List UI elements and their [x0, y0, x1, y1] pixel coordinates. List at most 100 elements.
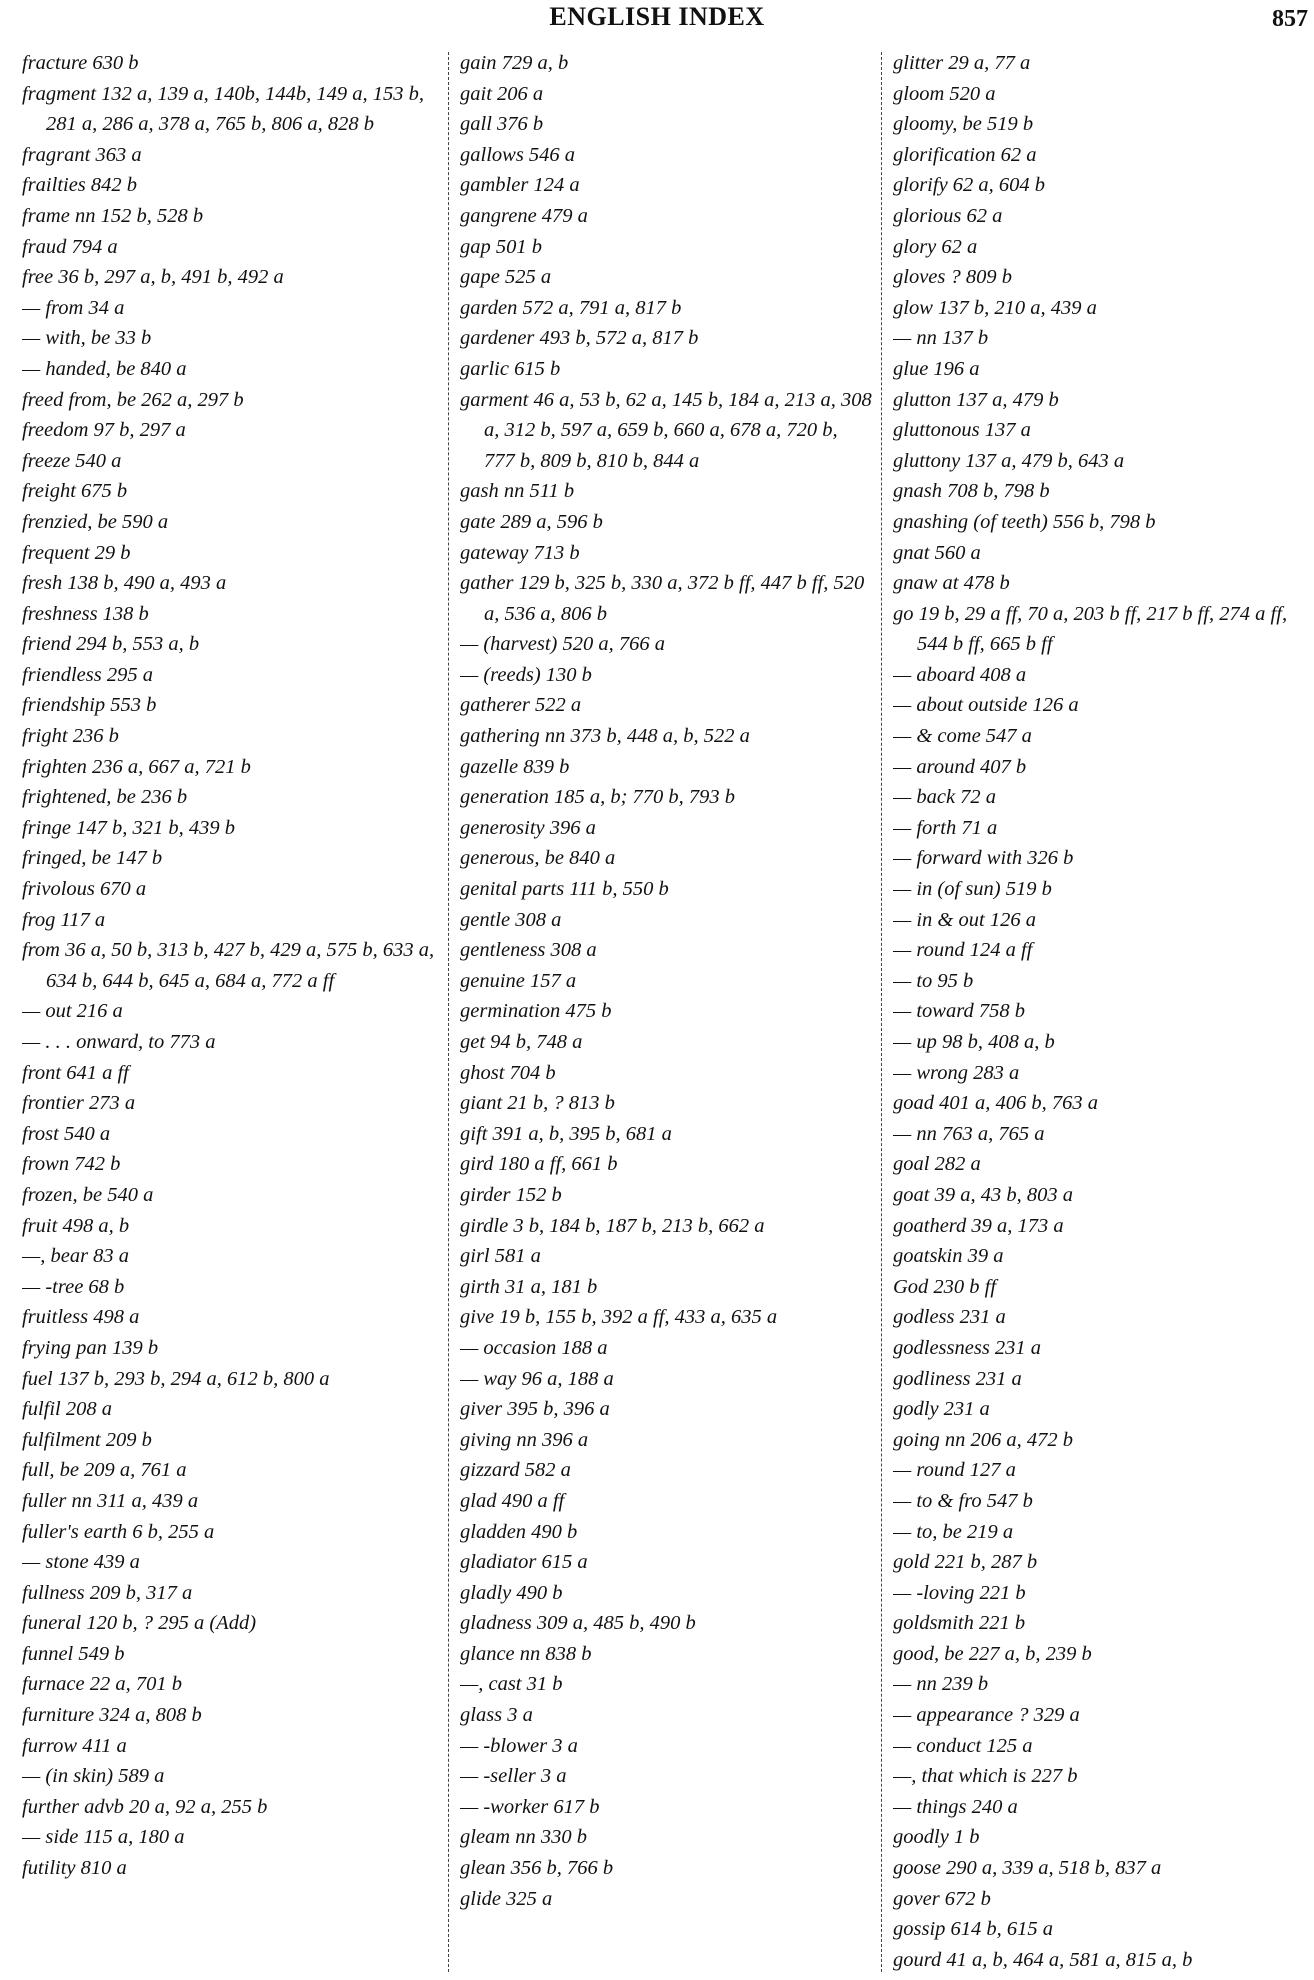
index-entry: freeze 540 a	[22, 449, 122, 472]
index-entry: — from 34 a	[22, 296, 125, 319]
column-divider	[448, 52, 449, 1972]
index-entry: giant 21 b, ? 813 b	[460, 1092, 615, 1115]
index-entry: frighten 236 a, 667 a, 721 b	[22, 755, 251, 778]
index-entry: — nn 763 a, 765 a	[893, 1122, 1045, 1145]
index-entry: freshness 138 b	[22, 602, 149, 625]
index-entry: — up 98 b, 408 a, b	[893, 1031, 1055, 1053]
index-entry: — -tree 68 b	[22, 1275, 125, 1298]
index-entry: fresh 138 b, 490 a, 493 a	[22, 572, 227, 595]
index-entry: frog 117 a	[22, 908, 106, 931]
index-entry: fracture 630 b	[22, 52, 139, 74]
index-entry: — (harvest) 520 a, 766 a	[460, 633, 665, 656]
index-entry: — toward 758 b	[893, 1000, 1025, 1023]
index-entry: gatherer 522 a	[460, 694, 582, 717]
index-entry: fruit 498 a, b	[22, 1214, 130, 1237]
index-entry: —, that which is 227 b	[893, 1765, 1078, 1788]
index-entry: ghost 704 b	[460, 1061, 556, 1084]
index-entry: gall 376 b	[460, 113, 544, 136]
index-entry: — wrong 283 a	[893, 1061, 1020, 1084]
index-entry: — in & out 126 a	[893, 908, 1036, 931]
index-entry: good, be 227 a, b, 239 b	[893, 1642, 1092, 1665]
index-entry: — conduct 125 a	[893, 1734, 1033, 1757]
index-entry: fringed, be 147 b	[22, 847, 163, 870]
index-entry: — nn 239 b	[893, 1673, 989, 1696]
index-entry: fuller nn 311 a, 439 a	[22, 1489, 199, 1512]
index-entry: gift 391 a, b, 395 b, 681 a	[460, 1122, 672, 1145]
index-entry: gloom 520 a	[893, 82, 996, 105]
index-entry: fright 236 b	[22, 725, 119, 748]
index-entry: — -loving 221 b	[893, 1581, 1026, 1604]
index-entry: gloves ? 809 b	[893, 266, 1012, 289]
index-entry: glorious 62 a	[893, 204, 1003, 227]
index-entry: gleam nn 330 b	[460, 1826, 587, 1849]
index-entry: gnashing (of teeth) 556 b, 798 b	[893, 510, 1156, 533]
index-entry: giver 395 b, 396 a	[460, 1398, 610, 1421]
index-entry: gluttonous 137 a	[893, 419, 1031, 442]
index-entry: godless 231 a	[893, 1306, 1006, 1329]
index-entry: — -seller 3 a	[460, 1765, 567, 1788]
index-entry: — . . . onward, to 773 a	[22, 1031, 216, 1053]
index-entry: goodly 1 b	[893, 1826, 980, 1849]
index-entry: frequent 29 b	[22, 541, 131, 564]
index-entry: — appearance ? 329 a	[893, 1704, 1080, 1727]
index-entry: glorification 62 a	[893, 143, 1037, 166]
index-entry: frost 540 a	[22, 1122, 111, 1145]
index-entry: gash nn 511 b	[460, 480, 575, 503]
index-entry: —, cast 31 b	[460, 1673, 563, 1696]
index-entry: goal 282 a	[893, 1153, 981, 1176]
index-entry: glutton 137 a, 479 b	[893, 388, 1059, 411]
index-entry: garlic 615 b	[460, 357, 561, 380]
index-entry: glass 3 a	[460, 1704, 533, 1727]
index-entry: — stone 439 a	[22, 1551, 140, 1574]
page-title: ENGLISH INDEX	[549, 2, 765, 31]
index-entry: gateway 713 b	[460, 541, 580, 564]
index-entry: goatskin 39 a	[893, 1245, 1004, 1268]
index-entry: — forward with 326 b	[893, 847, 1074, 870]
index-entry: — out 216 a	[22, 1000, 123, 1023]
index-entry: garment 46 a, 53 b, 62 a, 145 b, 184 a, …	[460, 388, 872, 472]
index-entry: gambler 124 a	[460, 174, 580, 197]
index-entry: glance nn 838 b	[460, 1642, 592, 1665]
index-entry: — & come 547 a	[893, 725, 1032, 748]
index-entry: frailties 842 b	[22, 174, 138, 197]
index-entry: gourd 41 a, b, 464 a, 581 a, 815 a, b	[893, 1948, 1193, 1971]
index-entry: glean 356 b, 766 b	[460, 1857, 614, 1880]
index-entry: gentleness 308 a	[460, 939, 597, 962]
index-entry: — to 95 b	[893, 969, 974, 992]
index-entry: generation 185 a, b; 770 b, 793 b	[460, 786, 736, 809]
index-entry: goad 401 a, 406 b, 763 a	[893, 1092, 1098, 1115]
index-entry: gold 221 b, 287 b	[893, 1551, 1038, 1574]
index-entry: going nn 206 a, 472 b	[893, 1428, 1073, 1451]
index-entry: germination 475 b	[460, 1000, 612, 1023]
index-entry: freight 675 b	[22, 480, 128, 503]
index-entry: fuel 137 b, 293 b, 294 a, 612 b, 800 a	[22, 1367, 330, 1390]
index-entry: frame nn 152 b, 528 b	[22, 204, 204, 227]
index-entry: goose 290 a, 339 a, 518 b, 837 a	[893, 1857, 1162, 1880]
index-column-1: fracture 630 b fragment 132 a, 139 a, 140…	[22, 48, 438, 1976]
index-entry: gird 180 a ff, 661 b	[460, 1153, 618, 1176]
index-entry: gape 525 a	[460, 266, 552, 289]
index-entry: gentle 308 a	[460, 908, 562, 931]
index-entry: futility 810 a	[22, 1857, 127, 1880]
index-entry: gain 729 a, b	[460, 52, 569, 74]
index-entry: gizzard 582 a	[460, 1459, 571, 1482]
index-entry: generosity 396 a	[460, 816, 596, 839]
index-entry: — way 96 a, 188 a	[460, 1367, 614, 1390]
index-entry: furnace 22 a, 701 b	[22, 1673, 182, 1696]
index-entry: fringe 147 b, 321 b, 439 b	[22, 816, 235, 839]
index-entry: frightened, be 236 b	[22, 786, 188, 809]
index-entry: girth 31 a, 181 b	[460, 1275, 598, 1298]
index-entry: girder 152 b	[460, 1183, 562, 1206]
index-entry: — forth 71 a	[893, 816, 998, 839]
index-entry: gnat 560 a	[893, 541, 981, 564]
index-entry: — things 240 a	[893, 1795, 1018, 1818]
index-entry: gazelle 839 b	[460, 755, 570, 778]
index-entry: fraud 794 a	[22, 235, 118, 258]
index-entry: funeral 120 b, ? 295 a (Add)	[22, 1612, 257, 1635]
index-entry: —, bear 83 a	[22, 1245, 130, 1268]
index-entry: frivolous 670 a	[22, 878, 147, 901]
index-entry: glorify 62 a, 604 b	[893, 174, 1046, 197]
index-entry: generous, be 840 a	[460, 847, 616, 870]
index-entry: — with, be 33 b	[22, 327, 152, 350]
index-entry: — to & fro 547 b	[893, 1489, 1033, 1512]
